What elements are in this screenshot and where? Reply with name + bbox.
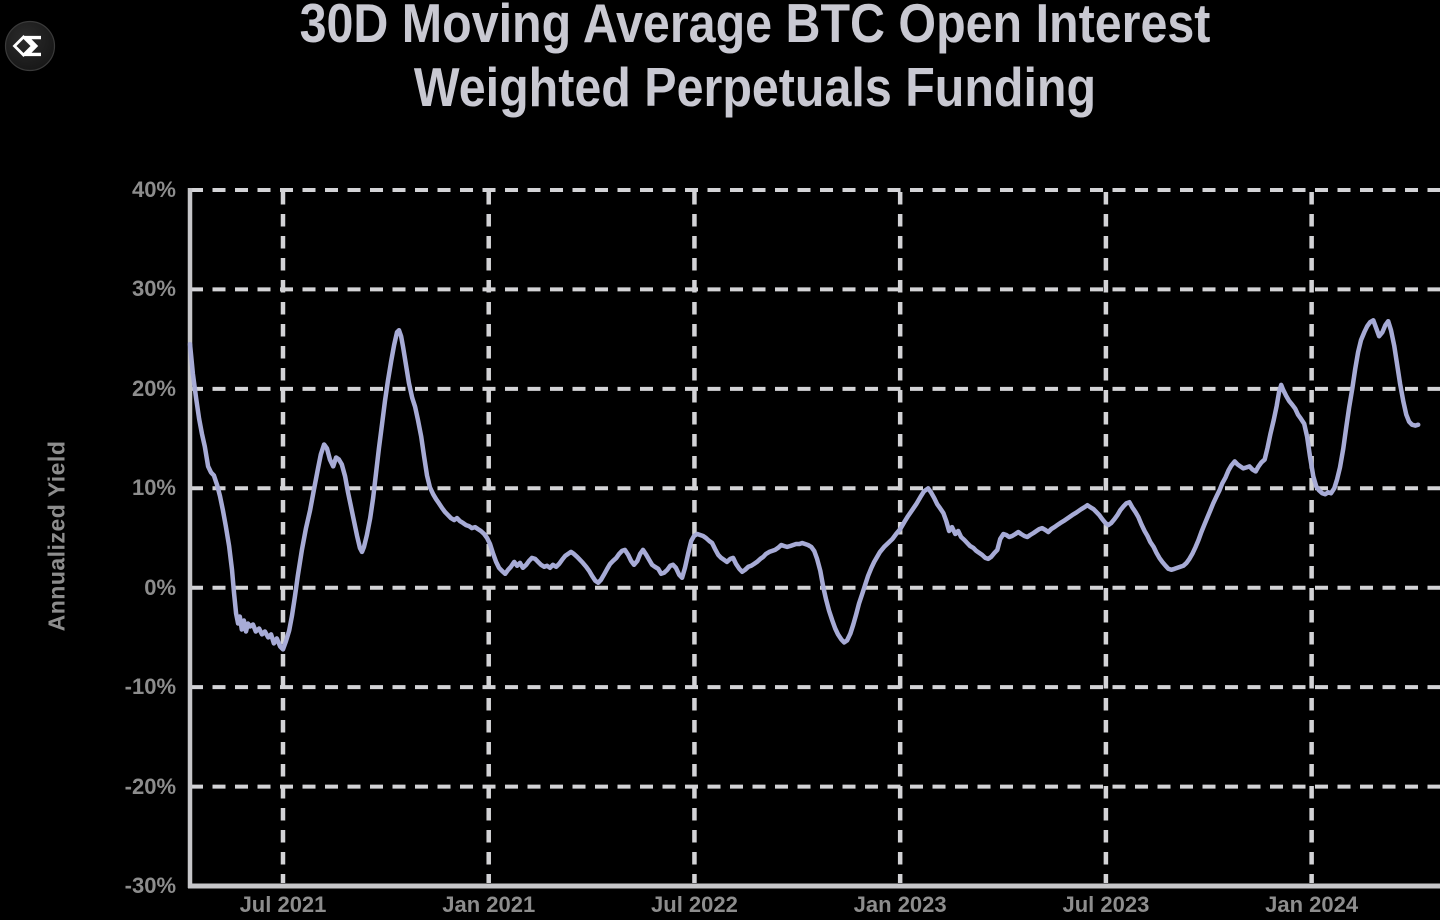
sigma-diamond-logo-icon: [4, 20, 56, 72]
x-tick-label: Jul 2021: [239, 892, 327, 917]
y-tick-label: 20%: [131, 375, 176, 401]
funding-rate-line: [187, 318, 1421, 652]
y-tick-label: -10%: [124, 674, 176, 700]
x-tick-label: Jan 2024: [1265, 892, 1359, 917]
y-tick-label: 10%: [131, 475, 176, 501]
y-tick-label: 30%: [131, 276, 176, 302]
x-tick-label: Jan 2021: [442, 892, 536, 917]
brand-logo: [4, 20, 56, 72]
y-tick-label: -30%: [124, 873, 176, 898]
y-tick-label: 40%: [131, 177, 176, 202]
chart-title-line1: 30D Moving Average BTC Open Interest: [299, 0, 1211, 54]
y-tick-label: 0%: [144, 574, 176, 600]
x-tick-label: Jul 2023: [1062, 892, 1150, 917]
chart-title: 30D Moving Average BTC Open Interest Wei…: [152, 0, 1358, 119]
chart-title-line2: Weighted Perpetuals Funding: [413, 56, 1097, 118]
x-tick-label: Jul 2022: [651, 892, 738, 917]
x-tick-label: Jan 2023: [853, 892, 947, 917]
y-tick-label: -20%: [124, 773, 176, 799]
